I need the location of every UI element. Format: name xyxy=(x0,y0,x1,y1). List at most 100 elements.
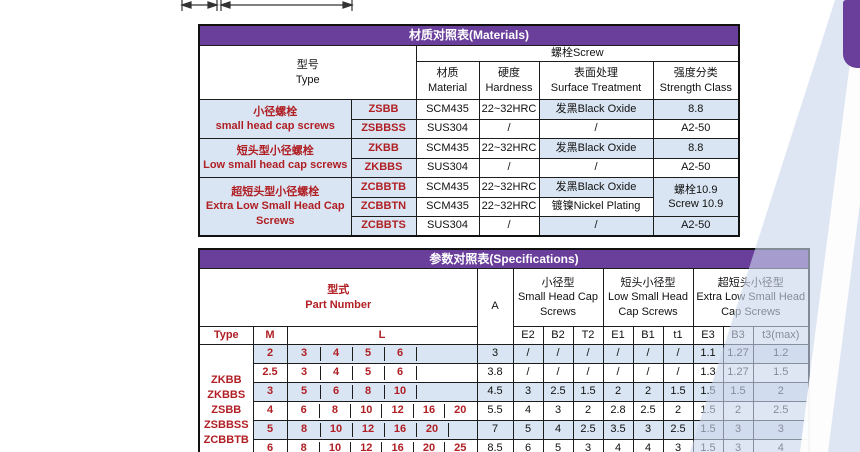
l-value: 8 xyxy=(289,423,321,437)
table-cell: 22~32HRC xyxy=(478,138,540,159)
table-cell: 2 xyxy=(632,382,664,402)
l-value: 6 xyxy=(385,347,417,361)
table-cell: 2.5 xyxy=(662,420,694,440)
table-cell: 5 xyxy=(542,439,574,452)
a-column-header: A xyxy=(476,268,514,345)
table-cell: 5 xyxy=(512,420,544,440)
part-code: ZCBBTB xyxy=(350,177,417,198)
l-value: 8 xyxy=(353,385,385,399)
part-code: ZKBB xyxy=(350,138,417,159)
table-cell: / xyxy=(478,118,540,139)
surface-column-header: 表面处理 Surface Treatment xyxy=(538,61,654,100)
table-cell: 1.27 xyxy=(722,363,754,383)
table-cell: / xyxy=(538,157,654,178)
l-value: 25 xyxy=(454,442,467,452)
table-cell: 4 xyxy=(512,401,544,421)
group-extra-low-small-head: 超短头型小径螺栓 Extra Low Small Head Cap Screws xyxy=(198,177,352,237)
part-code: ZCBBTS xyxy=(350,216,417,237)
part-code: ZKBBS xyxy=(350,157,417,178)
table-cell: 1.5 xyxy=(692,439,724,452)
spec-table-title: 参数对照表(Specifications) xyxy=(198,248,810,269)
table-cell: / xyxy=(602,344,634,364)
table-cell: 镀镍Nickel Plating xyxy=(538,196,654,217)
part-number-header: 型式 Part Number xyxy=(198,268,478,327)
table-cell: 3 xyxy=(632,420,664,440)
material-column-header: 材质 Material xyxy=(415,61,480,100)
l-value: 16 xyxy=(414,404,446,418)
m-value: 4 xyxy=(252,401,288,421)
col-header: E2 xyxy=(512,326,544,345)
table-cell: 1.3 xyxy=(692,363,724,383)
table-cell: 4 xyxy=(602,439,634,452)
l-value: 10 xyxy=(320,442,352,452)
l-value: 20 xyxy=(454,404,467,417)
table-cell: 6 xyxy=(512,439,544,452)
table-cell: 3 xyxy=(722,420,754,440)
l-value: 5 xyxy=(353,366,385,380)
table-cell: A2-50 xyxy=(652,118,740,139)
l-value: 6 xyxy=(289,404,320,418)
specifications-table: 参数对照表(Specifications) 型式 Part Number A 小… xyxy=(198,248,810,452)
table-cell: SCM435 xyxy=(415,138,480,159)
purple-corner-tab xyxy=(843,0,860,68)
l-value: 4 xyxy=(321,366,353,380)
table-cell: 3 xyxy=(662,439,694,452)
table-cell: 4 xyxy=(632,439,664,452)
m-value: 2.5 xyxy=(252,363,288,383)
l-value: 10 xyxy=(351,404,383,418)
table-cell: / xyxy=(632,344,664,364)
group-small-head: 小径螺栓 small head cap screws xyxy=(198,99,352,139)
l-values-cell: 8 10 12 16 20 xyxy=(286,420,478,440)
table-cell: A2-50 xyxy=(652,157,740,178)
table-cell: 3 xyxy=(752,420,810,440)
table-cell: 2.5 xyxy=(542,382,574,402)
a-value: 3 xyxy=(476,344,514,364)
col-header: B1 xyxy=(632,326,664,345)
table-cell: SCM435 xyxy=(415,177,480,198)
l-value: 16 xyxy=(382,442,414,452)
l-values-cell: 3 4 5 6 xyxy=(286,344,478,364)
m-value: 6 xyxy=(252,439,288,452)
col-header: t1 xyxy=(662,326,694,345)
strength-column-header: 强度分类 Strength Class xyxy=(652,61,740,100)
l-value: 12 xyxy=(351,442,383,452)
l-value: 6 xyxy=(385,366,417,380)
table-cell: / xyxy=(512,363,544,383)
table-cell: / xyxy=(572,363,604,383)
screw-group-header: 螺栓Screw xyxy=(415,45,740,62)
type-column-header: 型号 Type xyxy=(198,45,417,100)
m-value: 3 xyxy=(252,382,288,402)
l-values-cell: 8 10 12 16 20 25 xyxy=(286,439,478,452)
table-cell: / xyxy=(538,118,654,139)
a-value: 8.5 xyxy=(476,439,514,452)
l-values-cell: 5 6 8 10 xyxy=(286,382,478,402)
table-cell: 1.27 xyxy=(722,344,754,364)
col-header: E1 xyxy=(602,326,634,345)
table-cell: 2 xyxy=(662,401,694,421)
table-cell: 1.5 xyxy=(692,382,724,402)
l-value: 8 xyxy=(320,404,352,418)
l-value: 10 xyxy=(321,423,353,437)
l-value: 6 xyxy=(321,385,353,399)
table-cell: SUS304 xyxy=(415,216,480,237)
table-cell: 2 xyxy=(572,401,604,421)
l-value: 8 xyxy=(289,442,320,452)
l-value: 20 xyxy=(417,423,449,437)
dimension-lines-icon xyxy=(180,0,354,11)
table-cell: SCM435 xyxy=(415,99,480,120)
materials-table: 材质对照表(Materials) 型号 Type 螺栓Screw 材质 Mate… xyxy=(198,24,740,237)
table-cell: 1.2 xyxy=(752,344,810,364)
table-cell: A2-50 xyxy=(652,216,740,237)
table-cell: 22~32HRC xyxy=(478,99,540,120)
table-cell: 1.5 xyxy=(722,382,754,402)
table-cell: SUS304 xyxy=(415,118,480,139)
col-header: B3 xyxy=(722,326,754,345)
table-cell: / xyxy=(602,363,634,383)
l-values-cell: 3 4 5 6 xyxy=(286,363,478,383)
table-cell: 8.8 xyxy=(652,99,740,120)
a-value: 3.8 xyxy=(476,363,514,383)
small-head-group-header: 小径型 Small Head Cap Screws xyxy=(512,268,604,327)
table-cell: 4 xyxy=(752,439,810,452)
l-value: 4 xyxy=(321,347,353,361)
l-value: 5 xyxy=(353,347,385,361)
